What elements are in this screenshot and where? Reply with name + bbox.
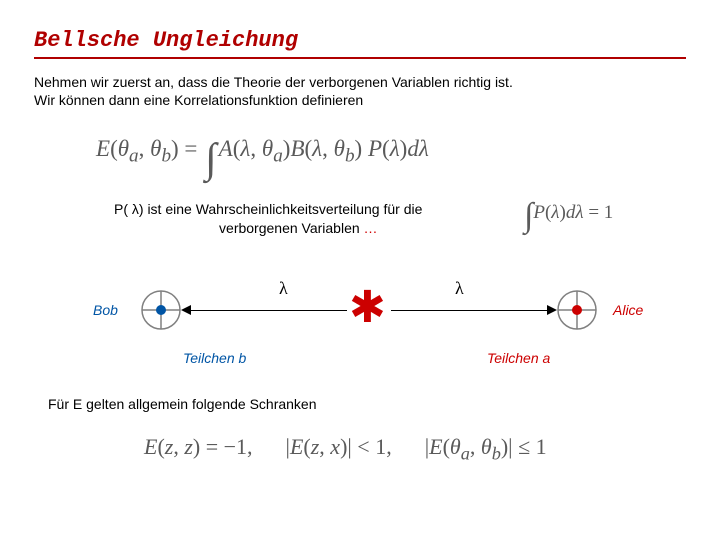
equation-bounds: E(z, z) = −1, |E(z, x)| < 1, |E(θa, θb)|…: [144, 434, 686, 464]
arrow-left: [181, 305, 191, 315]
label-alice: Alice: [613, 302, 643, 318]
prob-line-2a: verborgenen Variablen: [219, 220, 364, 236]
title-underline: [34, 57, 686, 59]
detector-bob: [141, 290, 181, 330]
prob-line-1: P( λ) ist eine Wahrscheinlichkeitsvertei…: [114, 201, 422, 217]
intro-text: Nehmen wir zuerst an, dass die Theorie d…: [34, 73, 686, 111]
integral-sign-2: ∫: [524, 206, 533, 226]
trajectory-right: [391, 310, 549, 311]
lambda-left: λ: [279, 278, 288, 299]
equation-normalization: ∫ P(λ)dλ = 1: [524, 202, 613, 224]
particle-diagram: λ λ ✱ Bob Alice Teilchen b Teilchen a: [89, 272, 649, 382]
lambda-right: λ: [455, 278, 464, 299]
particle-dot-b: [156, 305, 166, 315]
prob-dots: …: [364, 220, 378, 236]
particle-dot-a: [572, 305, 582, 315]
arrow-right: [547, 305, 557, 315]
trajectory-left: [189, 310, 347, 311]
detector-alice: [557, 290, 597, 330]
label-teilchen-b: Teilchen b: [183, 350, 246, 366]
eq1-lhs: E(θa, θb) =: [96, 136, 203, 168]
label-bob: Bob: [93, 302, 118, 318]
prob-eq-rhs: P(λ)dλ = 1: [533, 202, 613, 224]
intro-line-1: Nehmen wir zuerst an, dass die Theorie d…: [34, 74, 513, 90]
eq1-rhs: A(λ, θa)B(λ, θb) P(λ)dλ: [219, 136, 429, 168]
page-title: Bellsche Ungleichung: [34, 28, 686, 53]
probability-row: P( λ) ist eine Wahrscheinlichkeitsvertei…: [114, 200, 686, 238]
label-teilchen-a: Teilchen a: [487, 350, 550, 366]
bounds-intro: Für E gelten allgemein folgende Schranke…: [48, 396, 686, 412]
intro-line-2: Wir können dann eine Korrelationsfunktio…: [34, 92, 363, 108]
probability-text: P( λ) ist eine Wahrscheinlichkeitsvertei…: [114, 200, 494, 238]
source-star-icon: ✱: [349, 286, 386, 330]
integral-sign: ∫: [205, 147, 217, 172]
equation-correlation: E(θa, θb) = ∫ A(λ, θa)B(λ, θb) P(λ)dλ: [96, 136, 686, 168]
